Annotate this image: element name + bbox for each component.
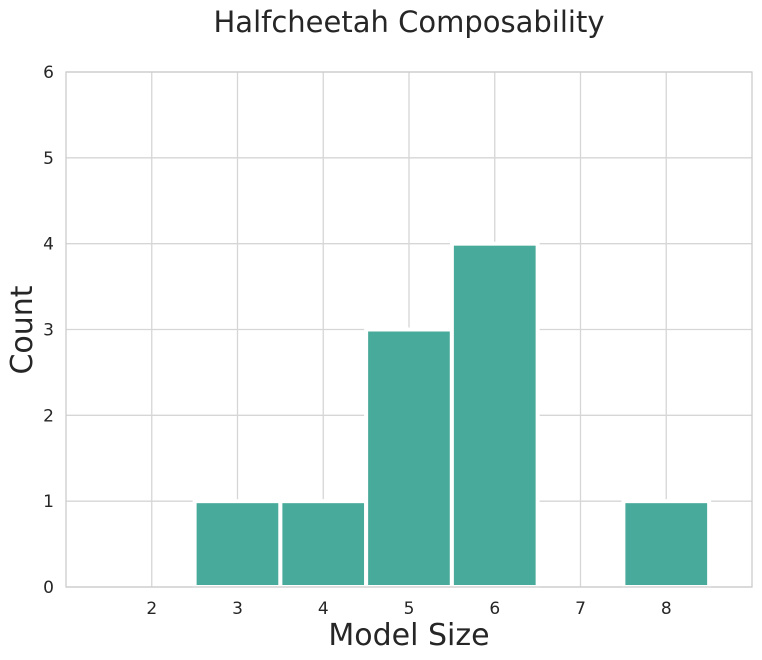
y-tick-label: 4 xyxy=(43,235,54,255)
y-tick-label: 1 xyxy=(43,492,54,512)
y-tick-labels: 0 1 2 3 4 5 6 xyxy=(43,63,54,598)
x-tick-label: 7 xyxy=(575,599,586,619)
bar-model-size-6 xyxy=(449,241,540,590)
x-axis-label: Model Size xyxy=(328,618,489,653)
chart-title: Halfcheetah Composability xyxy=(214,5,605,39)
x-tick-label: 8 xyxy=(661,599,672,619)
x-tick-label: 4 xyxy=(318,599,329,619)
y-tick-label: 5 xyxy=(43,149,54,169)
bars xyxy=(192,241,712,590)
bar-model-size-3 xyxy=(192,499,283,589)
x-tick-label: 2 xyxy=(146,599,157,619)
plot-frame xyxy=(65,71,753,588)
x-tick-label: 3 xyxy=(232,599,243,619)
y-tick-label: 2 xyxy=(43,406,54,426)
y-axis-label: Count xyxy=(5,285,40,374)
x-tick-label: 6 xyxy=(489,599,500,619)
bar-model-size-8 xyxy=(621,499,712,589)
y-tick-label: 0 xyxy=(43,578,54,598)
bar-model-size-5 xyxy=(364,327,454,589)
x-tick-label: 5 xyxy=(404,599,415,619)
y-tick-label: 6 xyxy=(43,63,54,83)
bar-model-size-4 xyxy=(278,499,369,589)
x-tick-labels: 2 3 4 5 6 7 8 xyxy=(146,599,671,619)
y-tick-label: 3 xyxy=(43,321,54,341)
